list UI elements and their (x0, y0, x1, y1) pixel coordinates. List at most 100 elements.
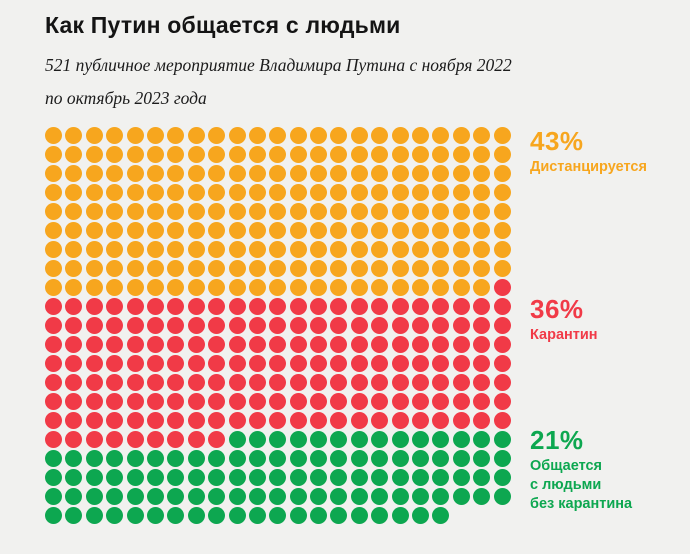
waffle-dot (167, 165, 185, 182)
waffle-dot (45, 412, 62, 429)
waffle-dot (452, 469, 470, 486)
waffle-dot (269, 165, 287, 182)
waffle-dot (126, 355, 144, 372)
waffle-chart: 43% Дистанцируется 36% Карантин 21% Общается с… (45, 127, 690, 526)
waffle-dot (330, 431, 348, 448)
waffle-dot (371, 146, 389, 163)
waffle-dot (371, 222, 389, 239)
waffle-dot (167, 374, 185, 391)
waffle-dot (208, 241, 226, 258)
waffle-dot (45, 488, 62, 505)
waffle-dot (228, 146, 246, 163)
waffle-dot (269, 203, 287, 220)
waffle-dot (146, 241, 164, 258)
waffle-dot (350, 146, 368, 163)
waffle-dot (85, 222, 103, 239)
waffle-dot (289, 298, 307, 315)
waffle-dot (310, 431, 328, 448)
waffle-dot (228, 355, 246, 372)
waffle-dot (391, 469, 409, 486)
waffle-dot (248, 241, 266, 258)
waffle-dot (269, 127, 287, 144)
waffle-dot (45, 279, 62, 296)
waffle-row (45, 469, 690, 488)
waffle-dot (310, 355, 328, 372)
waffle-dot (289, 279, 307, 296)
waffle-dot (289, 260, 307, 277)
waffle-dot (208, 222, 226, 239)
waffle-dot (85, 279, 103, 296)
waffle-dot (330, 450, 348, 467)
waffle-dot (371, 374, 389, 391)
waffle-dot (350, 241, 368, 258)
waffle-dot (452, 203, 470, 220)
waffle-dot (310, 450, 328, 467)
waffle-dot (269, 279, 287, 296)
waffle-dot (228, 488, 246, 505)
waffle-dot (452, 165, 470, 182)
waffle-dot (412, 260, 430, 277)
waffle-dot (248, 450, 266, 467)
waffle-dot (432, 336, 450, 353)
waffle-dot (371, 488, 389, 505)
waffle-row (45, 222, 690, 241)
waffle-dot (330, 317, 348, 334)
waffle-dot (187, 203, 205, 220)
waffle-dot (248, 374, 266, 391)
waffle-dot (208, 469, 226, 486)
waffle-row (45, 355, 690, 374)
waffle-dot (350, 165, 368, 182)
waffle-dot (350, 279, 368, 296)
waffle-dot (269, 146, 287, 163)
waffle-dot (289, 431, 307, 448)
waffle-dot (208, 450, 226, 467)
waffle-dot (350, 507, 368, 524)
waffle-dot (45, 469, 62, 486)
waffle-dot (45, 393, 62, 410)
waffle-dot (269, 336, 287, 353)
waffle-dot (106, 507, 124, 524)
waffle-dot (146, 374, 164, 391)
waffle-dot (452, 279, 470, 296)
waffle-dot (187, 469, 205, 486)
waffle-dot (412, 146, 430, 163)
waffle-dot (412, 336, 430, 353)
waffle-dot (473, 412, 491, 429)
waffle-dot (126, 431, 144, 448)
waffle-dot (228, 165, 246, 182)
waffle-dot (289, 488, 307, 505)
waffle-dot (106, 393, 124, 410)
waffle-dot (391, 374, 409, 391)
waffle-dot (146, 336, 164, 353)
waffle-dot (391, 336, 409, 353)
waffle-dot (106, 374, 124, 391)
waffle-dot (167, 317, 185, 334)
waffle-dot (493, 412, 511, 429)
waffle-dot (371, 298, 389, 315)
waffle-dot (412, 279, 430, 296)
waffle-dot (493, 393, 511, 410)
page-title: Как Путин общается с людьми (45, 12, 401, 38)
waffle-dot (106, 317, 124, 334)
waffle-dot (146, 488, 164, 505)
waffle-dot (473, 241, 491, 258)
waffle-dot (167, 450, 185, 467)
waffle-dot (208, 488, 226, 505)
waffle-dot (473, 146, 491, 163)
waffle-dot (106, 184, 124, 201)
waffle-dot (65, 374, 83, 391)
waffle-dot (106, 298, 124, 315)
waffle-dot (493, 222, 511, 239)
waffle-dot (45, 355, 62, 372)
waffle-dot (106, 127, 124, 144)
waffle-dot (310, 146, 328, 163)
waffle-dot (391, 241, 409, 258)
waffle-dot (371, 317, 389, 334)
waffle-dot (65, 222, 83, 239)
waffle-dot (248, 222, 266, 239)
waffle-dot (452, 488, 470, 505)
waffle-dot (330, 507, 348, 524)
waffle-dot (330, 241, 348, 258)
waffle-dot (412, 431, 430, 448)
waffle-dot (248, 488, 266, 505)
